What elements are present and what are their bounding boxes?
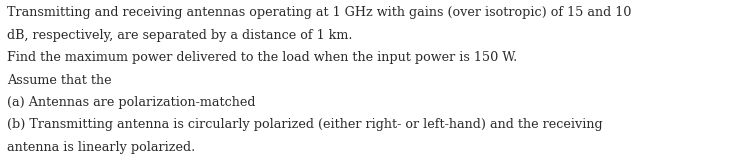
- Text: Assume that the: Assume that the: [7, 74, 112, 87]
- Text: Transmitting and receiving antennas operating at 1 GHz with gains (over isotropi: Transmitting and receiving antennas oper…: [7, 6, 632, 19]
- Text: (a) Antennas are polarization-matched: (a) Antennas are polarization-matched: [7, 96, 256, 109]
- Text: (b) Transmitting antenna is circularly polarized (either right- or left-hand) an: (b) Transmitting antenna is circularly p…: [7, 118, 603, 131]
- Text: Find the maximum power delivered to the load when the input power is 150 W.: Find the maximum power delivered to the …: [7, 51, 518, 64]
- Text: antenna is linearly polarized.: antenna is linearly polarized.: [7, 141, 196, 154]
- Text: dB, respectively, are separated by a distance of 1 km.: dB, respectively, are separated by a dis…: [7, 29, 353, 42]
